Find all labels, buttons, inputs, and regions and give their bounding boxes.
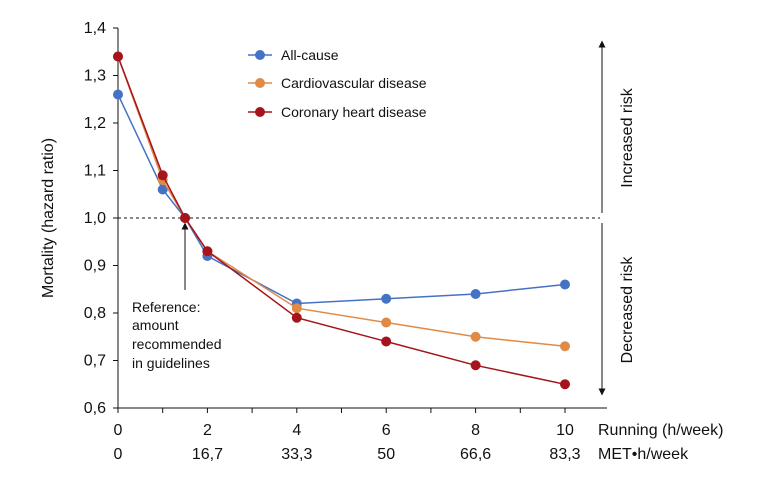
data-point-coronary-heart-disease bbox=[291, 312, 302, 323]
y-tick-label: 0,6 bbox=[84, 400, 106, 417]
data-point-all-cause bbox=[381, 293, 392, 304]
data-point-cardiovascular-disease bbox=[291, 303, 302, 314]
y-tick-label: 1,3 bbox=[84, 68, 106, 85]
data-point-coronary-heart-disease bbox=[180, 213, 191, 223]
legend-marker-cardiovascular bbox=[255, 78, 265, 88]
x-tick-label: 2 bbox=[203, 422, 212, 439]
legend-label-cardiovascular: Cardiovascular disease bbox=[281, 75, 427, 91]
data-point-all-cause bbox=[157, 184, 168, 195]
data-point-coronary-heart-disease bbox=[157, 170, 168, 181]
data-point-all-cause bbox=[560, 279, 570, 290]
y-tick-label: 0,9 bbox=[84, 258, 106, 275]
y-ticks: 0,6 0,7 0,8 0,9 1,0 1,1 1,2 1,3 1,4 bbox=[84, 20, 118, 417]
x-tick-label-secondary: 66,6 bbox=[460, 446, 491, 463]
y-tick-label: 1,1 bbox=[84, 163, 106, 180]
x-tick-label: 0 bbox=[114, 422, 123, 439]
legend-marker-all-cause bbox=[255, 50, 265, 60]
data-point-coronary-heart-disease bbox=[381, 336, 392, 347]
increased-risk-label: Increased risk bbox=[619, 87, 636, 188]
x-tick-label: 6 bbox=[382, 422, 391, 439]
data-point-all-cause bbox=[470, 289, 481, 299]
x-ticks: 0 0 2 16,7 4 33,3 6 50 8 66,6 10 83,3 bbox=[114, 408, 581, 463]
y-tick-label: 1,0 bbox=[84, 210, 106, 227]
data-point-coronary-heart-disease bbox=[470, 360, 481, 371]
y-tick-label: 0,8 bbox=[84, 305, 106, 322]
x-tick-label: 8 bbox=[471, 422, 480, 439]
data-point-coronary-heart-disease bbox=[113, 51, 123, 62]
y-axis-title: Mortality (hazard ratio) bbox=[40, 138, 57, 298]
reference-text-line-2: amount bbox=[132, 317, 179, 333]
legend-marker-coronary bbox=[255, 107, 265, 117]
x-axis-title-secondary: MET•h/week bbox=[598, 446, 689, 463]
data-point-all-cause bbox=[113, 89, 123, 100]
x-tick-label-secondary: 16,7 bbox=[192, 446, 223, 463]
x-tick-label-secondary: 0 bbox=[114, 446, 123, 463]
reference-text-line-1: Reference: bbox=[132, 299, 200, 315]
x-tick-label-secondary: 33,3 bbox=[281, 446, 312, 463]
reference-text-line-3: recommended bbox=[132, 336, 222, 352]
reference-annotation: Reference: amount recommended in guideli… bbox=[132, 299, 222, 371]
x-tick-label: 10 bbox=[556, 422, 574, 439]
legend: All-cause Cardiovascular disease Coronar… bbox=[248, 47, 427, 120]
x-axis-title: Running (h/week) bbox=[598, 422, 723, 439]
data-point-coronary-heart-disease bbox=[560, 379, 570, 390]
x-tick-label-secondary: 50 bbox=[377, 446, 395, 463]
y-tick-label: 1,4 bbox=[84, 20, 106, 37]
y-tick-label: 1,2 bbox=[84, 115, 106, 132]
x-tick-label-secondary: 83,3 bbox=[549, 446, 580, 463]
y-tick-label: 0,7 bbox=[84, 353, 106, 370]
decreased-risk-label: Decreased risk bbox=[619, 256, 636, 364]
reference-text-line-4: in guidelines bbox=[132, 355, 210, 371]
data-point-coronary-heart-disease bbox=[202, 246, 213, 257]
data-point-cardiovascular-disease bbox=[560, 341, 570, 352]
legend-label-all-cause: All-cause bbox=[281, 47, 339, 63]
series-line-cardiovascular-disease bbox=[117, 56, 566, 348]
data-point-cardiovascular-disease bbox=[381, 317, 392, 328]
legend-label-coronary: Coronary heart disease bbox=[281, 104, 427, 120]
x-tick-label: 4 bbox=[292, 422, 301, 439]
series-line-coronary-heart-disease bbox=[117, 56, 566, 386]
data-point-cardiovascular-disease bbox=[470, 331, 481, 342]
series-group bbox=[113, 51, 570, 390]
